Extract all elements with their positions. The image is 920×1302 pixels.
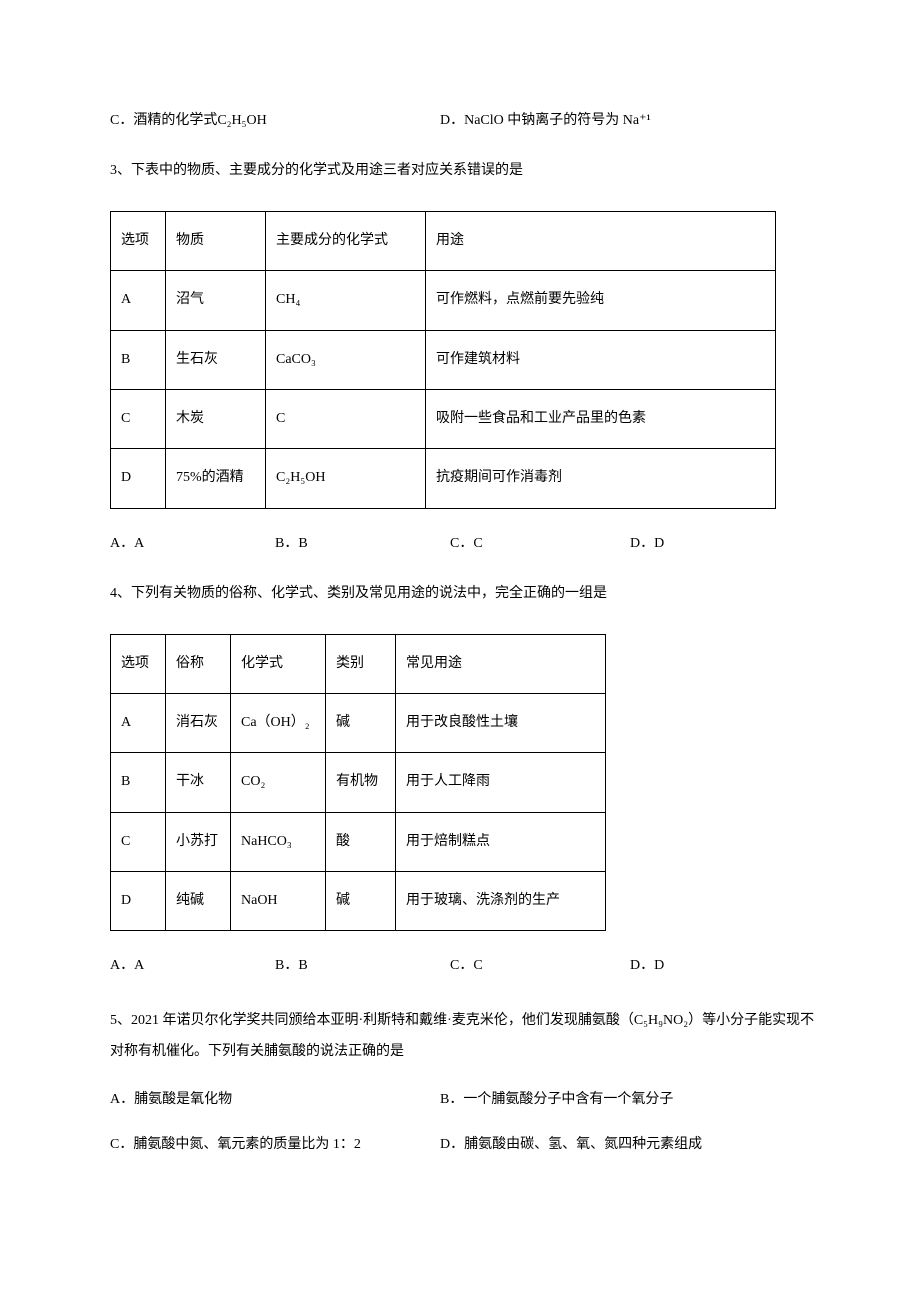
q5-options-ab: A．脯氨酸是氧化物 B．一个脯氨酸分子中含有一个氧分子 bbox=[110, 1089, 820, 1111]
table-cell: 类别 bbox=[326, 634, 396, 693]
table-cell: 选项 bbox=[111, 211, 166, 270]
table-row: B 干冰 CO₂ 有机物 用于人工降雨 bbox=[111, 753, 606, 812]
q4-stem: 4、下列有关物质的俗称、化学式、类别及常见用途的说法中，完全正确的一组是 bbox=[110, 583, 820, 605]
table-cell: 俗称 bbox=[166, 634, 231, 693]
table-cell: CH₄ bbox=[266, 271, 426, 330]
table-cell: 可作燃料，点燃前要先验纯 bbox=[426, 271, 776, 330]
table-cell: A bbox=[111, 693, 166, 752]
q4-choice-c: C．C bbox=[450, 955, 630, 977]
table-row: C 小苏打 NaHCO₃ 酸 用于焙制糕点 bbox=[111, 812, 606, 871]
table-cell: 75%的酒精 bbox=[166, 449, 266, 508]
table-cell: C bbox=[111, 812, 166, 871]
table-cell: 木炭 bbox=[166, 389, 266, 448]
table-row: A 沼气 CH₄ 可作燃料，点燃前要先验纯 bbox=[111, 271, 776, 330]
table-cell: 用于人工降雨 bbox=[396, 753, 606, 812]
q2-options-cd: C．酒精的化学式C₂H₅OH D．NaClO 中钠离子的符号为 Na⁺¹ bbox=[110, 110, 820, 132]
q5-option-d: D．脯氨酸由碳、氢、氧、氮四种元素组成 bbox=[440, 1134, 702, 1156]
q4-choice-b: B．B bbox=[275, 955, 450, 977]
q3-table: 选项 物质 主要成分的化学式 用途 A 沼气 CH₄ 可作燃料，点燃前要先验纯 … bbox=[110, 211, 776, 509]
q4-choice-a: A．A bbox=[110, 955, 275, 977]
table-cell: 物质 bbox=[166, 211, 266, 270]
table-cell: 酸 bbox=[326, 812, 396, 871]
q5-option-a: A．脯氨酸是氧化物 bbox=[110, 1089, 440, 1111]
table-cell: C₂H₅OH bbox=[266, 449, 426, 508]
q3-choice-b: B．B bbox=[275, 533, 450, 555]
table-row: D 75%的酒精 C₂H₅OH 抗疫期间可作消毒剂 bbox=[111, 449, 776, 508]
table-cell: 化学式 bbox=[231, 634, 326, 693]
table-row: B 生石灰 CaCO₃ 可作建筑材料 bbox=[111, 330, 776, 389]
table-cell: Ca（OH）₂ bbox=[231, 693, 326, 752]
table-cell: 有机物 bbox=[326, 753, 396, 812]
table-cell: 用于焙制糕点 bbox=[396, 812, 606, 871]
table-cell: 吸附一些食品和工业产品里的色素 bbox=[426, 389, 776, 448]
table-cell: 用途 bbox=[426, 211, 776, 270]
table-row: C 木炭 C 吸附一些食品和工业产品里的色素 bbox=[111, 389, 776, 448]
table-cell: 常见用途 bbox=[396, 634, 606, 693]
table-cell: CaCO₃ bbox=[266, 330, 426, 389]
table-cell: 生石灰 bbox=[166, 330, 266, 389]
q4-table: 选项 俗称 化学式 类别 常见用途 A 消石灰 Ca（OH）₂ 碱 用于改良酸性… bbox=[110, 634, 606, 932]
table-cell: 干冰 bbox=[166, 753, 231, 812]
q5-option-c: C．脯氨酸中氮、氧元素的质量比为 1：2 bbox=[110, 1134, 440, 1156]
table-cell: 选项 bbox=[111, 634, 166, 693]
table-cell: NaHCO₃ bbox=[231, 812, 326, 871]
q3-choice-c: C．C bbox=[450, 533, 630, 555]
table-cell: CO₂ bbox=[231, 753, 326, 812]
table-cell: A bbox=[111, 271, 166, 330]
table-cell: 碱 bbox=[326, 693, 396, 752]
table-row: 选项 物质 主要成分的化学式 用途 bbox=[111, 211, 776, 270]
table-cell: C bbox=[111, 389, 166, 448]
table-cell: 消石灰 bbox=[166, 693, 231, 752]
table-cell: NaOH bbox=[231, 872, 326, 931]
table-cell: C bbox=[266, 389, 426, 448]
table-cell: B bbox=[111, 330, 166, 389]
q4-choice-d: D．D bbox=[630, 955, 664, 977]
table-cell: 用于改良酸性土壤 bbox=[396, 693, 606, 752]
q5-options-cd: C．脯氨酸中氮、氧元素的质量比为 1：2 D．脯氨酸由碳、氢、氧、氮四种元素组成 bbox=[110, 1134, 820, 1156]
table-cell: 纯碱 bbox=[166, 872, 231, 931]
q2-option-c: C．酒精的化学式C₂H₅OH bbox=[110, 110, 440, 132]
q5-option-b: B．一个脯氨酸分子中含有一个氧分子 bbox=[440, 1089, 673, 1111]
table-cell: 用于玻璃、洗涤剂的生产 bbox=[396, 872, 606, 931]
q3-choice-a: A．A bbox=[110, 533, 275, 555]
table-cell: B bbox=[111, 753, 166, 812]
q4-choices: A．A B．B C．C D．D bbox=[110, 955, 820, 977]
q2-option-d: D．NaClO 中钠离子的符号为 Na⁺¹ bbox=[440, 110, 651, 132]
q3-choices: A．A B．B C．C D．D bbox=[110, 533, 820, 555]
table-cell: D bbox=[111, 449, 166, 508]
q3-choice-d: D．D bbox=[630, 533, 664, 555]
table-cell: 沼气 bbox=[166, 271, 266, 330]
table-cell: 主要成分的化学式 bbox=[266, 211, 426, 270]
q3-stem: 3、下表中的物质、主要成分的化学式及用途三者对应关系错误的是 bbox=[110, 160, 820, 182]
q5-stem: 5、2021 年诺贝尔化学奖共同颁给本亚明·利斯特和戴维·麦克米伦，他们发现脯氨… bbox=[110, 1006, 820, 1068]
table-row: A 消石灰 Ca（OH）₂ 碱 用于改良酸性土壤 bbox=[111, 693, 606, 752]
table-cell: 小苏打 bbox=[166, 812, 231, 871]
table-row: D 纯碱 NaOH 碱 用于玻璃、洗涤剂的生产 bbox=[111, 872, 606, 931]
table-cell: 碱 bbox=[326, 872, 396, 931]
table-row: 选项 俗称 化学式 类别 常见用途 bbox=[111, 634, 606, 693]
table-cell: D bbox=[111, 872, 166, 931]
table-cell: 抗疫期间可作消毒剂 bbox=[426, 449, 776, 508]
table-cell: 可作建筑材料 bbox=[426, 330, 776, 389]
